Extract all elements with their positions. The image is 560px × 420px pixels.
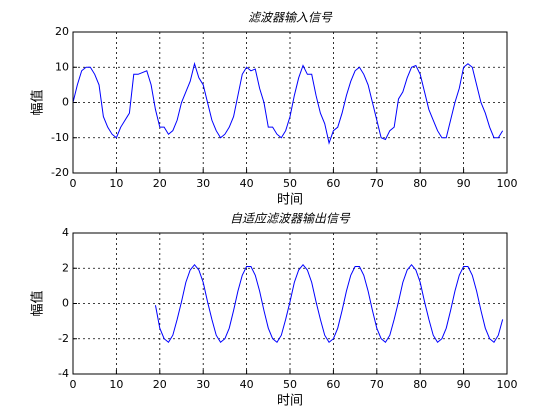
x-tick-label: 50 xyxy=(283,378,297,391)
x-tick-label: 10 xyxy=(109,378,123,391)
data-line xyxy=(72,61,504,145)
x-tick-label: 50 xyxy=(283,177,297,190)
x-tick-label: 70 xyxy=(370,378,384,391)
x-tick-label: 30 xyxy=(196,177,210,190)
x-tick-label: 40 xyxy=(240,177,254,190)
x-tick-label: 80 xyxy=(413,378,427,391)
x-tick-label: 30 xyxy=(196,378,210,391)
y-tick-label: -20 xyxy=(51,166,69,179)
x-tick-label: 100 xyxy=(497,177,518,190)
y-tick-label: -10 xyxy=(51,131,69,144)
x-tick-label: 80 xyxy=(413,177,427,190)
x-axis-label: 时间 xyxy=(277,394,303,409)
x-tick-label: 0 xyxy=(70,378,77,391)
x-tick-label: 40 xyxy=(240,378,254,391)
x-tick-label: 60 xyxy=(326,177,340,190)
y-tick-label: 2 xyxy=(62,261,69,274)
x-tick-label: 90 xyxy=(457,177,471,190)
y-tick-label: 10 xyxy=(55,60,69,73)
axes-box xyxy=(72,31,508,174)
y-tick-label: 0 xyxy=(62,96,69,109)
x-tick-label: 10 xyxy=(109,177,123,190)
y-tick-label: 4 xyxy=(62,226,69,239)
y-tick-label: 20 xyxy=(55,25,69,38)
y-tick-label: -4 xyxy=(58,367,69,380)
data-line xyxy=(154,263,504,344)
y-axis-label: 幅值 xyxy=(30,290,46,316)
y-tick-label: -2 xyxy=(58,332,69,345)
x-tick-label: 100 xyxy=(497,378,518,391)
x-tick-label: 70 xyxy=(370,177,384,190)
x-axis-label: 时间 xyxy=(277,193,303,208)
x-tick-label: 60 xyxy=(326,378,340,391)
chart-title: 自适应滤波器输出信号 xyxy=(230,212,351,226)
x-tick-label: 90 xyxy=(457,378,471,391)
x-tick-label: 20 xyxy=(153,177,167,190)
chart-title: 滤波器输入信号 xyxy=(248,11,333,25)
axes-box xyxy=(72,232,508,375)
y-axis-label: 幅值 xyxy=(30,89,46,115)
x-tick-label: 20 xyxy=(153,378,167,391)
x-tick-label: 0 xyxy=(70,177,77,190)
y-tick-label: 0 xyxy=(62,297,69,310)
